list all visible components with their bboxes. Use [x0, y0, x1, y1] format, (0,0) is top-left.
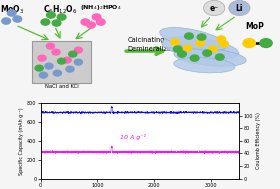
Ellipse shape — [162, 37, 239, 60]
Circle shape — [46, 12, 55, 18]
Circle shape — [171, 39, 179, 45]
Circle shape — [39, 72, 47, 78]
Circle shape — [92, 14, 101, 20]
Circle shape — [185, 33, 193, 39]
Circle shape — [229, 0, 250, 16]
Circle shape — [2, 18, 11, 24]
Circle shape — [196, 40, 204, 46]
Circle shape — [63, 57, 71, 63]
Text: Demineralizing: Demineralizing — [127, 46, 178, 52]
Circle shape — [208, 46, 217, 52]
Ellipse shape — [174, 48, 246, 66]
Text: NaCl and KCl: NaCl and KCl — [45, 84, 78, 89]
Circle shape — [58, 58, 66, 64]
Circle shape — [53, 70, 61, 76]
Text: (NH$_4$)$_2$HPO$_4$: (NH$_4$)$_2$HPO$_4$ — [80, 3, 122, 12]
Circle shape — [260, 39, 272, 47]
Ellipse shape — [160, 28, 227, 51]
Circle shape — [66, 66, 74, 72]
Circle shape — [96, 19, 105, 25]
Circle shape — [190, 55, 199, 61]
Circle shape — [74, 59, 82, 65]
FancyBboxPatch shape — [32, 41, 91, 83]
Circle shape — [183, 45, 192, 51]
Y-axis label: Specific Capacity (mAh g⁻¹): Specific Capacity (mAh g⁻¹) — [19, 107, 24, 175]
Circle shape — [178, 51, 186, 57]
Circle shape — [46, 43, 54, 49]
Text: e⁻: e⁻ — [209, 4, 219, 12]
Circle shape — [52, 49, 60, 55]
Circle shape — [41, 19, 50, 25]
Circle shape — [52, 20, 61, 26]
Text: MoP: MoP — [245, 22, 264, 31]
Circle shape — [81, 19, 90, 25]
Circle shape — [13, 16, 22, 22]
Circle shape — [57, 14, 66, 20]
Text: 10 A g⁻¹: 10 A g⁻¹ — [120, 134, 146, 140]
Circle shape — [203, 50, 212, 56]
Y-axis label: Coulomb Efficiency (%): Coulomb Efficiency (%) — [256, 112, 261, 169]
Circle shape — [217, 36, 226, 42]
Text: MoO$_3$: MoO$_3$ — [0, 3, 24, 15]
Circle shape — [204, 0, 225, 16]
Circle shape — [35, 65, 43, 71]
Circle shape — [45, 63, 53, 69]
Circle shape — [69, 51, 77, 57]
Circle shape — [220, 41, 228, 47]
Circle shape — [243, 39, 255, 47]
Ellipse shape — [174, 57, 235, 73]
Circle shape — [74, 47, 82, 53]
Circle shape — [38, 55, 46, 61]
Circle shape — [215, 54, 224, 60]
Circle shape — [87, 22, 95, 28]
Circle shape — [173, 46, 182, 52]
Text: Li: Li — [236, 4, 243, 12]
Text: C$_6$H$_{12}$O$_6$: C$_6$H$_{12}$O$_6$ — [43, 3, 78, 15]
Text: Calcinating: Calcinating — [127, 37, 165, 43]
Circle shape — [7, 10, 16, 16]
Circle shape — [197, 34, 206, 40]
